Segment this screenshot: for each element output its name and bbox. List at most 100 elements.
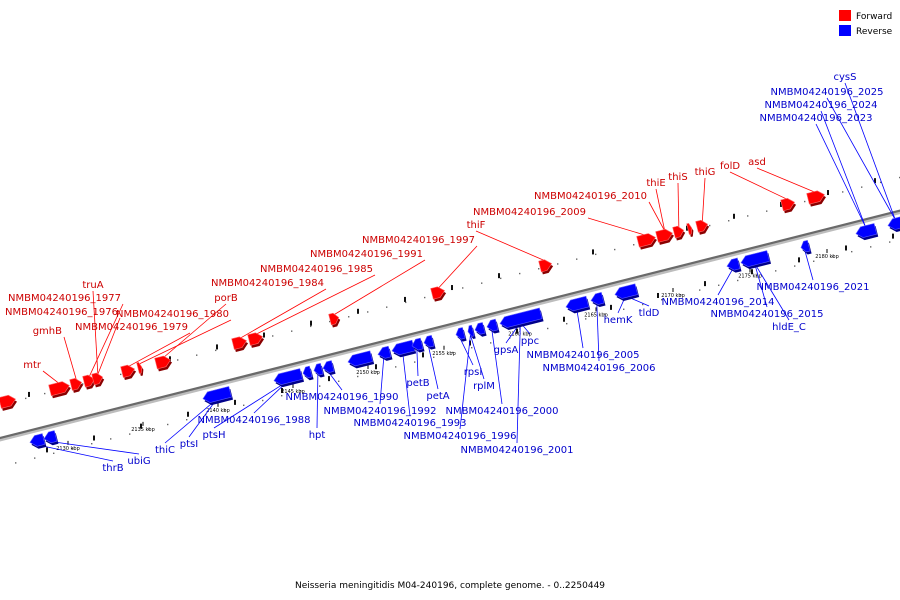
forward-gene-label[interactable]: NMBM04240196_2009 [473, 207, 586, 218]
reverse-gene-label[interactable]: NMBM04240196_1990 [286, 392, 399, 403]
reverse-gene-label[interactable]: gpsA [494, 345, 519, 356]
reverse-gene[interactable] [590, 292, 606, 308]
reverse-gene-label[interactable]: tldD [639, 308, 660, 319]
reverse-gene-label[interactable]: ptsI [180, 439, 198, 450]
reverse-gene-label[interactable]: NMBM04240196_1993 [354, 418, 467, 429]
forward-gene[interactable] [636, 233, 657, 250]
reverse-gene[interactable] [377, 345, 393, 361]
forward-gene-label[interactable]: truA [82, 280, 103, 291]
reverse-gene-label[interactable]: ptsH [203, 430, 226, 441]
reverse-gene[interactable] [800, 239, 812, 255]
reverse-gene-label[interactable]: NMBM04240196_2023 [760, 113, 873, 124]
reverse-gene[interactable] [43, 430, 59, 446]
reverse-gene[interactable] [887, 216, 900, 232]
reverse-gene[interactable] [347, 350, 375, 369]
reverse-gene[interactable] [273, 368, 304, 388]
reverse-gene-label[interactable]: NMBM04240196_1988 [198, 415, 311, 426]
forward-gene[interactable] [430, 286, 447, 302]
reverse-gene[interactable] [467, 324, 476, 339]
forward-gene[interactable] [655, 228, 675, 245]
reverse-gene[interactable] [302, 365, 314, 381]
reverse-gene[interactable] [391, 339, 417, 358]
reverse-gene[interactable] [499, 307, 544, 331]
reverse-gene-label[interactable]: NMBM04240196_1992 [324, 406, 437, 417]
forward-gene[interactable] [247, 332, 265, 348]
forward-gene-label[interactable]: NMBM04240196_1980 [116, 309, 229, 320]
forward-gene-label[interactable]: NMBM04240196_1979 [75, 322, 188, 333]
reverse-gene-label[interactable]: rpsI [464, 367, 483, 378]
reverse-gene[interactable] [726, 257, 742, 273]
forward-gene-label[interactable]: folD [720, 161, 740, 172]
forward-gene-label[interactable]: NMBM04240196_1984 [211, 278, 324, 289]
forward-gene-label[interactable]: NMBM04240196_1976 [5, 307, 118, 318]
reverse-gene[interactable] [486, 318, 500, 334]
forward-gene-label[interactable]: thiG [695, 167, 716, 178]
forward-gene[interactable] [231, 336, 249, 352]
forward-gene-label[interactable]: NMBM04240196_1985 [260, 264, 373, 275]
forward-gene-label[interactable]: NMBM04240196_1977 [8, 293, 121, 304]
reverse-gene-label[interactable]: petB [406, 378, 429, 389]
reverse-gene-label[interactable]: NMBM04240196_2025 [771, 87, 884, 98]
forward-lane-tick [686, 225, 688, 231]
reverse-gene-label[interactable]: ppc [521, 336, 539, 347]
reverse-gene-label[interactable]: NMBM04240196_2015 [711, 309, 824, 320]
reverse-gene-label[interactable]: hldE_C [772, 322, 806, 333]
forward-gene[interactable] [686, 222, 694, 237]
forward-gene[interactable] [120, 364, 137, 381]
reverse-gene-label[interactable]: cysS [834, 72, 857, 83]
forward-gene-label[interactable]: mtr [23, 360, 42, 371]
reverse-gene-label[interactable]: NMBM04240196_2001 [461, 445, 574, 456]
forward-gene[interactable] [48, 381, 71, 399]
reverse-gene[interactable] [740, 250, 771, 270]
reverse-gene-label[interactable]: NMBM04240196_2024 [765, 100, 878, 111]
reverse-gene[interactable] [614, 283, 640, 301]
reverse-gene[interactable] [322, 360, 336, 375]
reverse-gene-label[interactable]: petA [426, 391, 449, 402]
reverse-gene[interactable] [423, 334, 436, 350]
forward-gene[interactable] [91, 372, 105, 388]
reverse-gene[interactable] [29, 433, 47, 449]
reverse-gene-label[interactable]: NMBM04240196_2000 [446, 406, 559, 417]
forward-gene-label[interactable]: porB [214, 293, 238, 304]
forward-gene[interactable] [780, 198, 797, 214]
reverse-gene[interactable] [202, 386, 233, 406]
forward-gene-label[interactable]: gmhB [33, 326, 62, 337]
forward-gene[interactable] [154, 355, 173, 372]
gene-arrow [474, 322, 486, 335]
forward-gene-label[interactable]: NMBM04240196_1991 [310, 249, 423, 260]
reverse-gene-label[interactable]: NMBM04240196_2006 [543, 363, 656, 374]
forward-gene[interactable] [0, 394, 18, 411]
forward-gene-label[interactable]: thiS [668, 172, 687, 183]
forward-gene[interactable] [328, 312, 341, 328]
reverse-gene[interactable] [455, 327, 467, 342]
reverse-gene-label[interactable]: hemK [604, 315, 633, 326]
forward-gene[interactable] [82, 374, 97, 390]
reverse-gene[interactable] [411, 337, 425, 353]
reverse-gene-label[interactable]: NMBM04240196_2005 [527, 350, 640, 361]
reverse-gene[interactable] [855, 223, 879, 241]
reverse-gene-label[interactable]: hpt [309, 430, 326, 441]
reverse-gene[interactable] [313, 363, 325, 378]
reverse-gene-label[interactable]: thrB [102, 463, 123, 474]
forward-gene[interactable] [695, 219, 710, 235]
reverse-gene[interactable] [565, 295, 591, 314]
forward-gene[interactable] [806, 190, 826, 207]
forward-gene[interactable] [69, 378, 84, 393]
reverse-gene-label[interactable]: thiC [155, 445, 175, 456]
reverse-gene-label[interactable]: ubiG [127, 456, 150, 467]
forward-gene-label[interactable]: thiF [467, 220, 486, 231]
forward-gene[interactable] [538, 259, 554, 275]
reverse-gene-label[interactable]: NMBM04240196_1996 [404, 431, 517, 442]
reverse-lane-dot [870, 246, 872, 248]
forward-gene-label[interactable]: thiE [646, 178, 665, 189]
forward-gene[interactable] [672, 225, 686, 241]
reverse-gene-label[interactable]: NMBM04240196_2021 [757, 282, 870, 293]
forward-gene-label[interactable]: NMBM04240196_2010 [534, 191, 647, 202]
forward-gene-label[interactable]: NMBM04240196_1997 [362, 235, 475, 246]
forward-lane-tick [310, 320, 312, 326]
forward-gene[interactable] [136, 361, 144, 376]
forward-gene-label[interactable]: asd [748, 157, 766, 168]
reverse-gene-label[interactable]: rplM [473, 381, 495, 392]
reverse-gene-label[interactable]: NMBM04240196_2014 [662, 297, 775, 308]
reverse-gene[interactable] [474, 322, 487, 337]
